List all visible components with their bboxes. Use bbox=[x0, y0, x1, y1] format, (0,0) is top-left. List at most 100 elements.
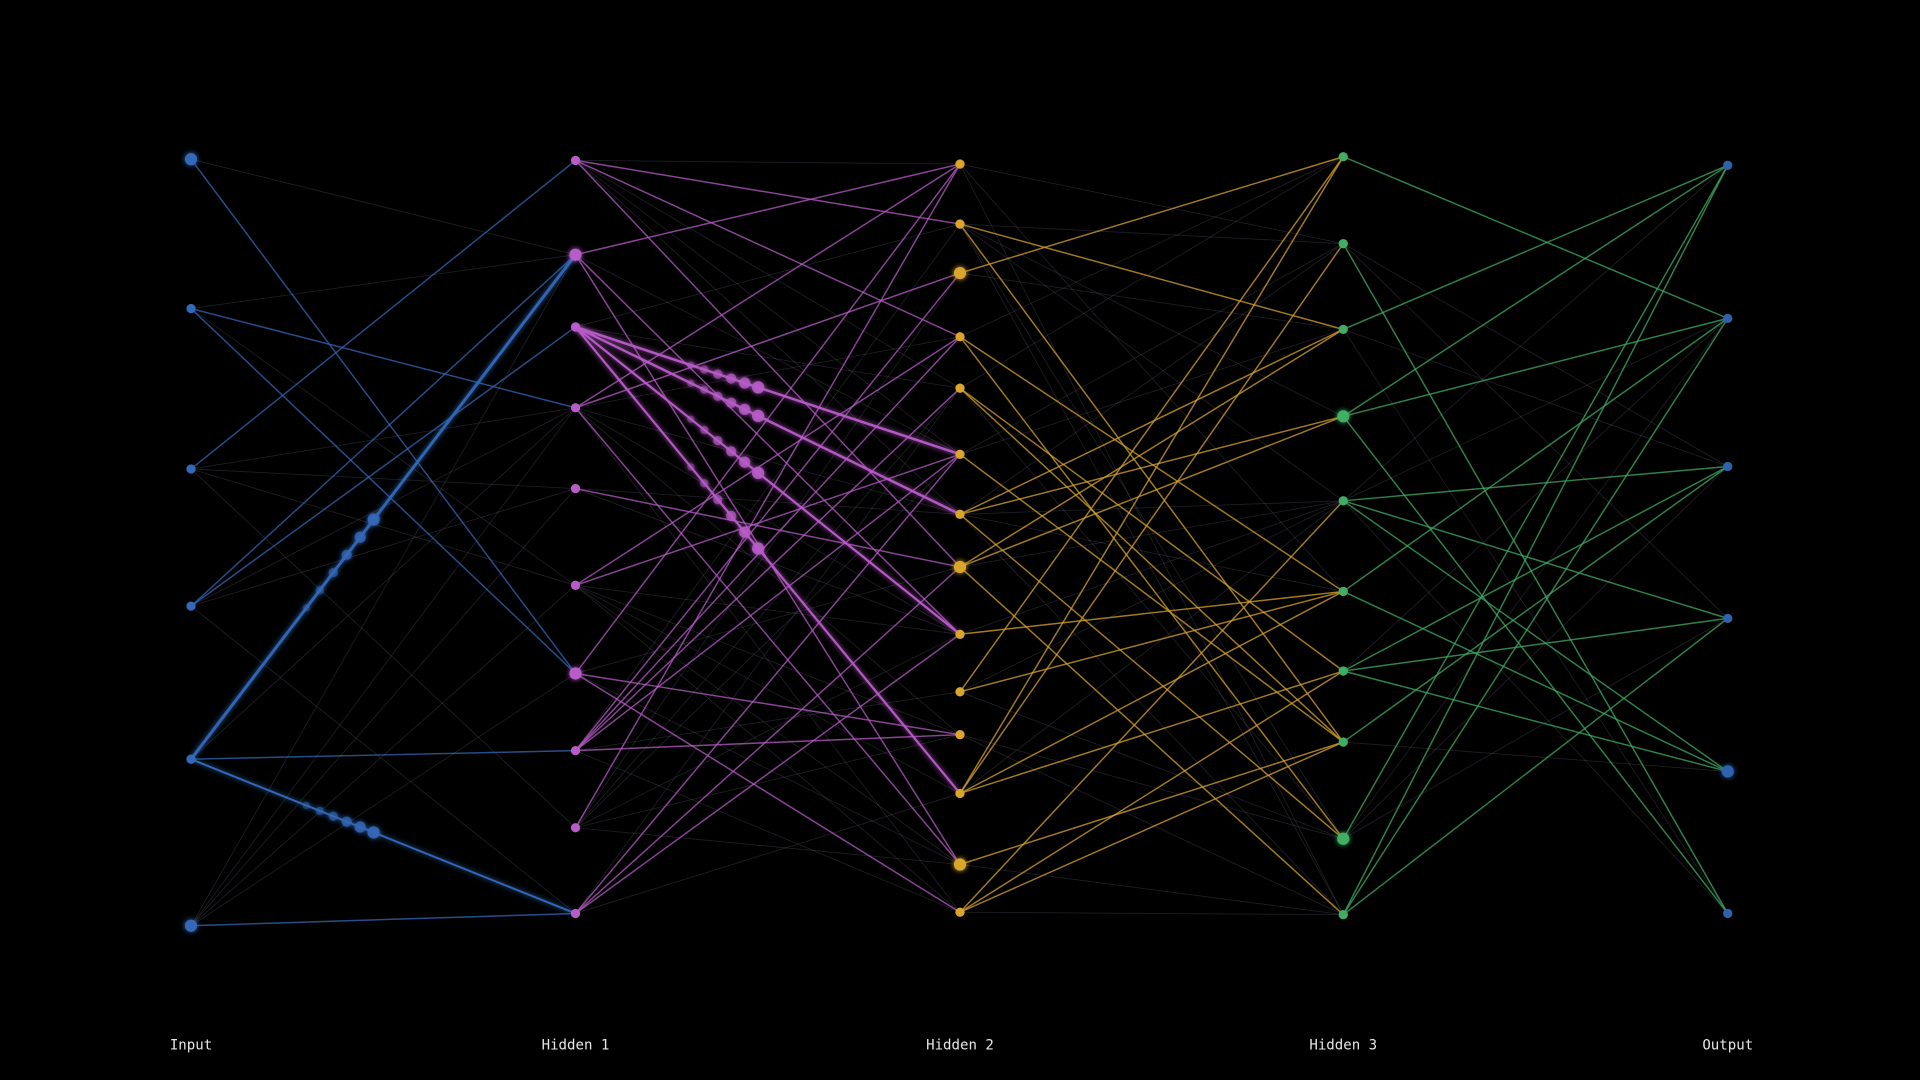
edge bbox=[190, 159, 576, 470]
signal-pulse bbox=[700, 479, 709, 488]
edge bbox=[959, 590, 1344, 693]
signal-pulse bbox=[739, 403, 751, 416]
signal-pulse bbox=[367, 513, 380, 526]
signal-pulse bbox=[341, 816, 352, 827]
edge bbox=[190, 158, 576, 256]
edges bbox=[189, 156, 1729, 927]
edge bbox=[1343, 317, 1728, 502]
active-edge bbox=[574, 326, 961, 636]
signal-pulse bbox=[687, 415, 695, 423]
edge bbox=[1343, 465, 1728, 502]
edge bbox=[575, 584, 961, 635]
neuron bbox=[186, 754, 196, 764]
edge bbox=[959, 453, 1344, 743]
edge bbox=[1342, 590, 1729, 773]
edge bbox=[575, 407, 961, 913]
neuron bbox=[186, 601, 196, 611]
edge bbox=[1343, 500, 1728, 620]
edge bbox=[959, 243, 1344, 515]
neuron bbox=[186, 303, 196, 314]
edge bbox=[959, 223, 1344, 417]
edge bbox=[1342, 500, 1729, 914]
edge bbox=[574, 163, 961, 829]
edge bbox=[574, 254, 961, 635]
edge bbox=[959, 500, 1344, 568]
edge bbox=[575, 672, 961, 913]
neuron bbox=[955, 332, 965, 342]
edge bbox=[959, 272, 1344, 330]
signal-pulse bbox=[726, 510, 737, 522]
edge bbox=[1343, 317, 1728, 418]
edge bbox=[574, 159, 961, 568]
signal-pulse bbox=[687, 361, 695, 369]
edge bbox=[575, 453, 961, 587]
edge bbox=[575, 387, 961, 829]
edge bbox=[959, 691, 1344, 840]
neuron bbox=[570, 155, 581, 166]
signal-pulse bbox=[687, 463, 695, 471]
neuron bbox=[570, 403, 581, 413]
edge bbox=[959, 415, 1344, 568]
neuron bbox=[570, 908, 581, 919]
edge bbox=[959, 243, 1344, 455]
neuron bbox=[955, 788, 965, 799]
signal-pulse bbox=[713, 436, 723, 446]
edge bbox=[959, 163, 1344, 592]
edge bbox=[575, 488, 961, 515]
edge bbox=[575, 733, 961, 752]
edge bbox=[959, 156, 1344, 693]
layer-label: Hidden 3 bbox=[1309, 1037, 1377, 1053]
edge bbox=[1342, 617, 1729, 916]
edge bbox=[959, 328, 1344, 455]
edge bbox=[1343, 617, 1728, 672]
edge bbox=[1342, 465, 1729, 672]
signal-pulse bbox=[328, 811, 338, 821]
neuron bbox=[1723, 461, 1733, 472]
neuron bbox=[955, 449, 965, 459]
neuron bbox=[1723, 160, 1733, 170]
edge bbox=[1343, 617, 1728, 840]
edge bbox=[1342, 318, 1729, 840]
edge bbox=[575, 223, 961, 751]
neuron bbox=[1723, 613, 1733, 624]
edge bbox=[1342, 243, 1729, 914]
edge bbox=[1342, 164, 1729, 916]
active-edge bbox=[574, 325, 961, 516]
edge bbox=[190, 158, 577, 674]
edge bbox=[575, 163, 961, 409]
edge bbox=[190, 468, 576, 586]
edge bbox=[575, 387, 961, 752]
edge bbox=[959, 243, 1344, 794]
edge bbox=[190, 326, 576, 607]
edge bbox=[959, 328, 1344, 515]
edge bbox=[959, 223, 1344, 840]
neuron bbox=[1721, 765, 1734, 778]
neuron bbox=[570, 580, 581, 590]
edge bbox=[1343, 328, 1728, 467]
active-edge bbox=[190, 758, 576, 915]
edge bbox=[959, 590, 1344, 636]
neuron bbox=[953, 560, 967, 574]
edge bbox=[575, 160, 961, 389]
edge bbox=[1342, 317, 1729, 916]
edge bbox=[575, 254, 961, 455]
edge bbox=[190, 584, 576, 927]
signal-pulse bbox=[713, 369, 723, 379]
layer-label: Output bbox=[1702, 1037, 1753, 1053]
signal-pulse bbox=[739, 456, 751, 468]
edge bbox=[575, 336, 961, 586]
edge bbox=[575, 407, 961, 635]
edge bbox=[959, 500, 1344, 913]
neuron bbox=[953, 858, 967, 871]
edge bbox=[575, 487, 961, 568]
edge bbox=[959, 415, 1344, 515]
signal-pulse bbox=[354, 821, 366, 833]
edge bbox=[190, 912, 576, 927]
neuron bbox=[184, 153, 198, 166]
edge bbox=[190, 254, 577, 607]
signal-pulse bbox=[700, 385, 709, 394]
edge bbox=[574, 453, 961, 914]
neuron bbox=[1337, 832, 1350, 845]
edge bbox=[1342, 164, 1729, 840]
